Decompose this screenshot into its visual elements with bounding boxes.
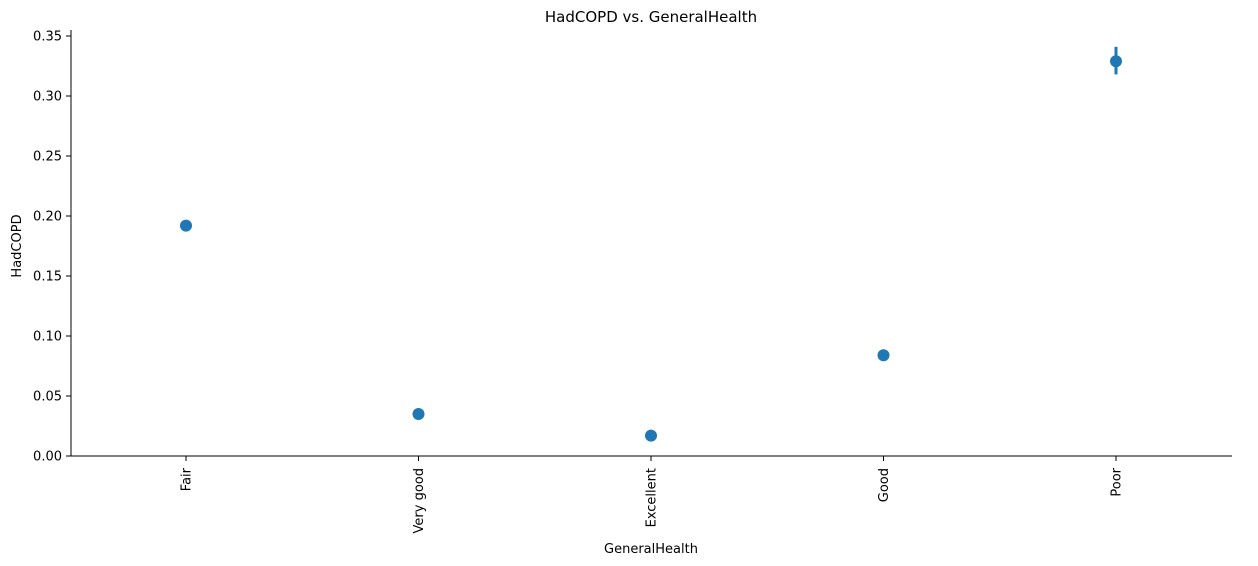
y-tick-label: 0.20 — [33, 210, 62, 225]
y-axis-ticks: 0.00 0.05 0.10 0.15 0.20 0.25 0.30 0.35 — [33, 30, 71, 465]
data-points — [180, 55, 1122, 442]
error-bars — [184, 46, 1118, 437]
x-tick-label: Fair — [180, 467, 195, 491]
chart-title: HadCOPD vs. GeneralHealth — [545, 8, 757, 26]
data-point — [412, 408, 425, 420]
data-point — [877, 349, 890, 362]
y-tick-label: 0.15 — [33, 270, 62, 285]
y-tick-label: 0.30 — [33, 90, 62, 105]
y-axis-title: HadCOPD — [10, 214, 25, 277]
x-tick-label: Very good — [412, 468, 427, 533]
y-tick-label: 0.35 — [33, 30, 62, 45]
y-tick-label: 0.00 — [33, 450, 62, 465]
x-tick-label: Excellent — [645, 468, 660, 527]
x-axis-title: GeneralHealth — [604, 542, 698, 557]
y-tick-label: 0.10 — [33, 330, 62, 345]
x-tick-label: Poor — [1110, 467, 1125, 496]
data-point — [1110, 55, 1122, 68]
x-axis-ticks: Fair Very good Excellent Good Poor — [180, 456, 1125, 533]
data-point — [180, 219, 192, 232]
data-point — [645, 429, 657, 442]
x-tick-label: Good — [877, 468, 892, 502]
y-tick-label: 0.05 — [33, 390, 62, 405]
y-tick-label: 0.25 — [33, 150, 62, 165]
